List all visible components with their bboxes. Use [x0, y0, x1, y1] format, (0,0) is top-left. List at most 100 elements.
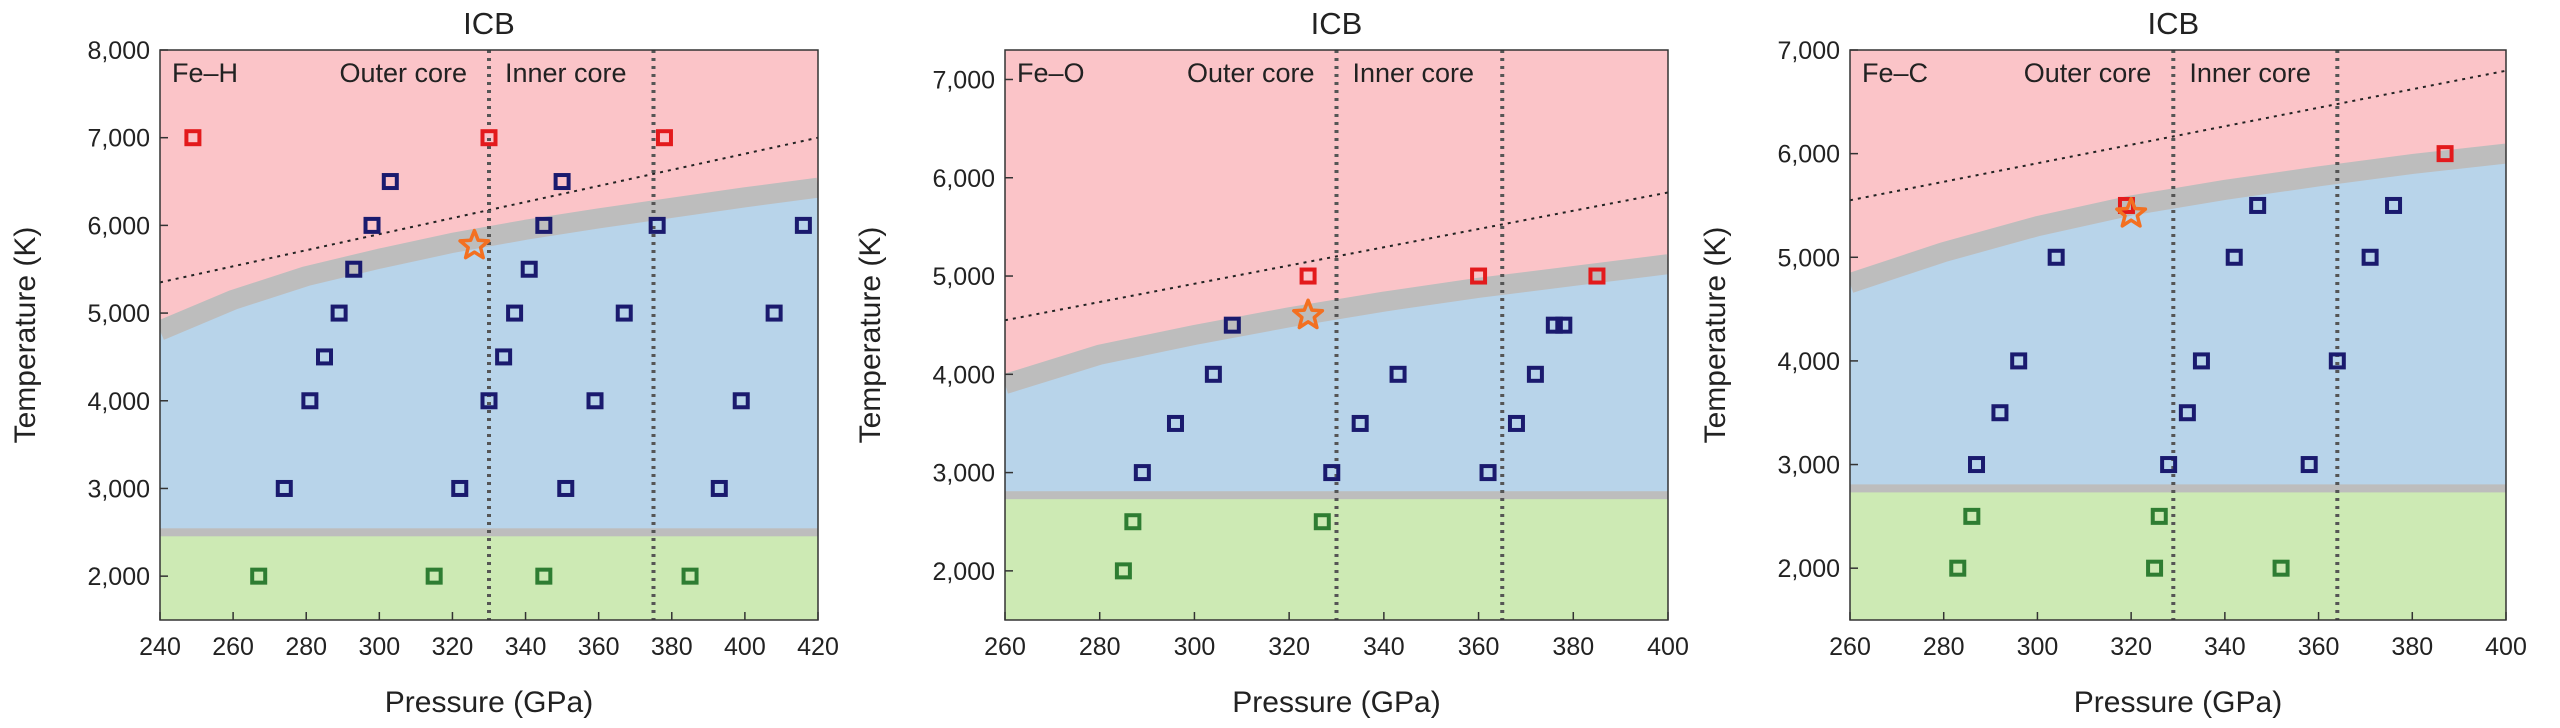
geotherm-dotted-line: [1005, 191, 1668, 322]
liquid-point: [1588, 267, 1606, 285]
y-tick-label: 3,000: [87, 475, 150, 503]
x-tick-label: 280: [1923, 633, 1965, 661]
icb-label: ICB: [2147, 6, 2199, 41]
melting-curve-band: [1850, 143, 2506, 293]
outer-core-label: Outer core: [339, 58, 467, 88]
solid-point: [2047, 248, 2065, 266]
x-tick-label: 280: [1079, 633, 1121, 661]
x-tick-label: 260: [984, 633, 1026, 661]
solid-point: [330, 304, 348, 322]
solid-point: [1479, 464, 1497, 482]
y-tick-label: 6,000: [1777, 141, 1840, 169]
star-marker: [2115, 196, 2148, 228]
solid-point: [363, 216, 381, 234]
x-tick-label: 300: [2017, 633, 2059, 661]
y-tick-label: 4,000: [1777, 348, 1840, 376]
y-tick-label: 2,000: [932, 558, 995, 586]
superionic-point: [2146, 559, 2164, 577]
solid-point: [1323, 464, 1341, 482]
liquid-point: [480, 129, 498, 147]
solid-superionic-boundary: [1850, 484, 2506, 493]
plot-frame: [1849, 49, 2507, 621]
superionic-point: [425, 567, 443, 585]
y-tick-label: 5,000: [87, 300, 150, 328]
superionic-point: [1114, 562, 1132, 580]
solid-point: [2328, 352, 2346, 370]
liquid-point: [1470, 267, 1488, 285]
solid-point: [765, 304, 783, 322]
solid-point: [648, 216, 666, 234]
solid-point: [2249, 196, 2267, 214]
x-tick-label: 360: [2298, 633, 2340, 661]
outer-core-label: Outer core: [1187, 58, 1315, 88]
superionic-point: [1963, 507, 1981, 525]
x-tick-label: 400: [1647, 633, 1689, 661]
plot-frame: [1004, 49, 1669, 621]
solid-point: [732, 392, 750, 410]
solid-point: [345, 260, 363, 278]
solid-point: [451, 479, 469, 497]
inner-core-label: Inner core: [505, 58, 627, 88]
x-tick-label: 300: [358, 633, 400, 661]
x-tick-label: 320: [2110, 633, 2152, 661]
x-tick-label: 260: [1829, 633, 1871, 661]
y-tick-label: 4,000: [87, 388, 150, 416]
x-tick-label: 360: [578, 633, 620, 661]
plot-area: [1005, 50, 1668, 620]
x-axis-label: Pressure (GPa): [2074, 686, 2282, 719]
superionic-region: [160, 532, 818, 620]
solid-point: [794, 216, 812, 234]
superionic-point: [1313, 513, 1331, 531]
solid-point: [1166, 414, 1184, 432]
phase-diagram-panel-1: 240 260 280 300 320 340 360 380 400 420 2,000 3,000…: [9, 6, 839, 719]
solid-point: [1545, 316, 1563, 334]
x-tick-label: 400: [2485, 633, 2527, 661]
solid-point: [710, 479, 728, 497]
superionic-point: [250, 567, 268, 585]
y-tick-label: 7,000: [87, 125, 150, 153]
x-tick-label: 260: [212, 633, 254, 661]
superionic-point: [535, 567, 553, 585]
star-marker: [1292, 298, 1325, 330]
solid-point: [2225, 248, 2243, 266]
y-tick-label: 5,000: [1777, 244, 1840, 272]
panel-label: Fe–H: [172, 58, 238, 88]
solid-point: [2178, 404, 2196, 422]
x-tick-label: 340: [1363, 633, 1405, 661]
melting-curve-band: [1005, 254, 1668, 394]
liquid-point: [655, 129, 673, 147]
solid-point: [586, 392, 604, 410]
phase-diagram-panel-2: 260 280 300 320 340 360 380 400 2,000 3,000 4,000 5…: [854, 6, 1689, 719]
liquid-point: [184, 129, 202, 147]
solid-point: [1133, 464, 1151, 482]
y-axis-label: Temperature (K): [854, 227, 887, 444]
solid-point: [480, 392, 498, 410]
x-tick-label: 340: [505, 633, 547, 661]
solid-point: [2361, 248, 2379, 266]
panel-label: Fe–C: [1862, 58, 1928, 88]
icb-label: ICB: [463, 6, 515, 41]
liquid-point: [2436, 145, 2454, 163]
y-tick-label: 2,000: [87, 563, 150, 591]
solid-point: [520, 260, 538, 278]
star-marker: [458, 228, 491, 260]
solid-point: [557, 479, 575, 497]
y-tick-label: 4,000: [932, 361, 995, 389]
x-tick-label: 380: [1552, 633, 1594, 661]
y-tick-label: 7,000: [1777, 37, 1840, 65]
superionic-point: [681, 567, 699, 585]
plot-area: [1850, 50, 2506, 620]
solid-point: [275, 479, 293, 497]
solid-point: [2385, 196, 2403, 214]
icb-label: ICB: [1311, 6, 1363, 41]
y-tick-label: 3,000: [1777, 452, 1840, 480]
superionic-point: [1124, 513, 1142, 531]
solid-point: [1223, 316, 1241, 334]
x-tick-label: 400: [724, 633, 766, 661]
x-tick-label: 420: [797, 633, 839, 661]
solid-point: [553, 173, 571, 191]
solid-point: [495, 348, 513, 366]
solid-point: [2010, 352, 2028, 370]
y-tick-label: 2,000: [1777, 555, 1840, 583]
solid-point: [2160, 456, 2178, 474]
